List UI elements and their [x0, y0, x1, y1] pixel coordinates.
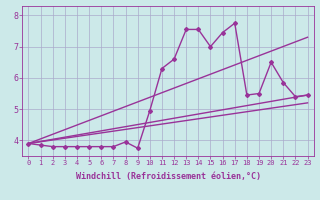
X-axis label: Windchill (Refroidissement éolien,°C): Windchill (Refroidissement éolien,°C) — [76, 172, 260, 181]
